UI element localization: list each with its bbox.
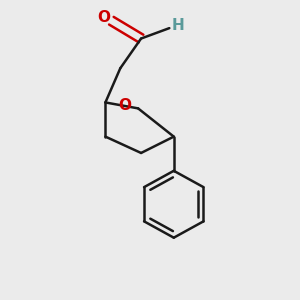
Text: H: H: [171, 18, 184, 33]
Text: O: O: [98, 10, 110, 25]
Text: O: O: [118, 98, 131, 113]
